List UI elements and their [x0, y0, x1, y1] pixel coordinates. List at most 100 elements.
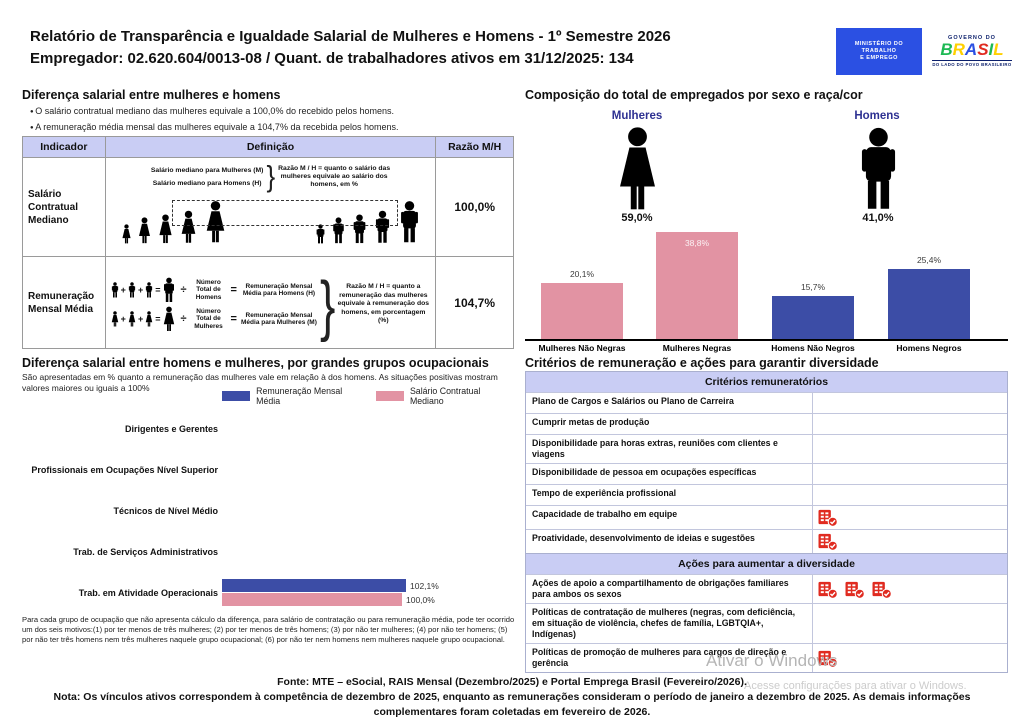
report-subtitle: Empregador: 02.620.604/0013-08 / Quant. …: [30, 50, 634, 67]
criteria-row: Plano de Cargos e Salários ou Plano de C…: [526, 392, 1007, 413]
composition-bar-chart: 20,1% 38,8% 15,7% 25,4%: [525, 228, 1008, 339]
paygap-heading: Diferença salarial entre mulheres e home…: [22, 88, 281, 102]
ministerio-trabalho-logo: MINISTÉRIO DO TRABALHO E EMPREGO: [836, 28, 922, 75]
note-line: Nota: Os vínculos ativos correspondem à …: [53, 691, 971, 718]
occupations-heading: Diferença salarial entre homens e mulher…: [22, 356, 489, 370]
criterion-marks: [812, 414, 1007, 434]
bar-Homens Não Negros: [772, 296, 854, 339]
woman-icon: [136, 217, 153, 244]
criterion-marks: [812, 530, 1007, 553]
occupations-bar-chart: Dirigentes e Gerentes Profissionais em Oc…: [22, 408, 514, 613]
report-title: Relatório de Transparência e Igualdade S…: [30, 28, 671, 45]
women-label: Mulheres: [611, 110, 663, 122]
source-line: Fonte: MTE – eSocial, RAIS Mensal (Dezem…: [277, 676, 747, 688]
occupation-label: Trab. em Atividade Operacionais: [78, 587, 218, 598]
table-row-remuneracao-media: Remuneração Mensal Média + + = ÷ Número To…: [23, 256, 513, 348]
man-icon: [110, 282, 120, 298]
paygap-bullets: O salário contratual mediano das mulhere…: [30, 104, 510, 136]
criteria-row: Disponibilidade de pessoa em ocupações e…: [526, 463, 1007, 484]
actions-section-header: Ações para aumentar a diversidade: [526, 553, 1007, 574]
action-row: Políticas de contratação de mulheres (ne…: [526, 603, 1007, 643]
bar-value-label: 25,4%: [916, 255, 942, 265]
woman-icon: [120, 224, 133, 244]
brace-icon: }: [266, 158, 276, 194]
composition-heading: Composição do total de empregados por se…: [525, 88, 863, 102]
criterion-marks: [812, 393, 1007, 413]
occupations-footnote: Para cada grupo de ocupação que não apre…: [22, 615, 515, 644]
men-pictogram-icon: [852, 126, 905, 212]
category-label: Mulheres Não Negras: [538, 343, 626, 353]
legend-swatch-blue: [222, 391, 251, 401]
occupation-row: Técnicos de Nível Médio: [22, 490, 514, 531]
criteria-row: Capacidade de trabalho em equipe: [526, 505, 1007, 529]
median-dashed-box: [171, 200, 398, 226]
occupations-subtitle: São apresentadas em % quanto a remuneraç…: [22, 372, 498, 393]
bar-value-label: 38,8%: [684, 238, 710, 248]
bar-value-label: 20,1%: [569, 269, 595, 279]
woman-icon: [127, 311, 137, 327]
criteria-row: Cumprir metas de produção: [526, 413, 1007, 434]
woman-icon: [161, 306, 177, 332]
men-average-formula: + + = ÷ Número Total de Homens = Remuneraç…: [110, 277, 318, 303]
bullet-item: O salário contratual mediano das mulhere…: [30, 104, 510, 120]
men-label: Homens: [854, 110, 900, 122]
action-marks: [812, 575, 1007, 603]
company-check-icon: [817, 532, 839, 551]
occupation-row: Dirigentes e Gerentes: [22, 408, 514, 449]
bullet-item: A remuneração média mensal das mulheres …: [30, 120, 510, 136]
table-row-salario-mediano: Salário Contratual Mediano Salário media…: [23, 157, 513, 256]
company-check-icon: [871, 580, 893, 599]
legend-swatch-pink: [375, 391, 404, 401]
bar-value-label: 15,7%: [800, 282, 826, 292]
occupation-row: Trab. de Serviços Administrativos: [22, 531, 514, 572]
action-row: Políticas de promoção de mulheres para c…: [526, 643, 1007, 672]
report-header: Relatório de Transparência e Igualdade S…: [30, 26, 810, 70]
ratio-value: 104,7%: [435, 257, 513, 348]
company-check-icon: [844, 580, 866, 599]
man-icon: [314, 224, 327, 244]
chart-legend: Remuneração Mensal Média Salário Contrat…: [222, 386, 518, 406]
criteria-row: Proatividade, desenvolvimento de ideias …: [526, 529, 1007, 553]
composition-category-labels: Mulheres Não Negras Mulheres Negras Homens…: [525, 343, 1008, 357]
company-check-icon: [817, 580, 839, 599]
indicator-table: Indicador Definição Razão M/H Salário Co…: [22, 136, 514, 349]
action-marks: [812, 644, 1007, 672]
occupation-label: Técnicos de Nível Médio: [113, 505, 218, 516]
action-row: Ações de apoio a compartilhamento de obr…: [526, 574, 1007, 603]
bar-value-label: 102,1%: [410, 580, 439, 591]
woman-icon: [144, 311, 154, 327]
bar-value-label: 100,0%: [406, 594, 435, 605]
criterion-marks: [812, 464, 1007, 484]
occupation-label: Trab. de Serviços Administrativos: [73, 546, 218, 557]
criteria-row: Disponibilidade para horas extras, reuni…: [526, 434, 1007, 463]
governo-brasil-logo: GOVERNO DO BRASIL DO LADO DO POVO BRASIL…: [928, 23, 1016, 78]
category-label: Homens Negros: [896, 343, 962, 353]
company-check-icon: [817, 508, 839, 527]
bar-Salário Contratual Mediano: [222, 593, 402, 606]
category-label: Mulheres Negras: [662, 343, 732, 353]
occupation-label: Profissionais em Ocupações Nível Superio…: [31, 464, 218, 475]
bar-Homens Negros: [888, 269, 970, 339]
occupation-label: Dirigentes e Gerentes: [124, 423, 218, 434]
ratio-value: 100,0%: [435, 158, 513, 256]
criterion-marks: [812, 485, 1007, 505]
bar-Remuneração Mensal Média: [222, 579, 406, 592]
action-marks: [812, 604, 1007, 643]
windows-activation-watermark-sub: Acesse configurações para ativar o Windo…: [744, 680, 967, 692]
occupation-row: Profissionais em Ocupações Nível Superio…: [22, 449, 514, 490]
women-pictogram-icon: [610, 126, 665, 212]
criterion-marks: [812, 435, 1007, 463]
diversity-heading: Critérios de remuneração e ações para ga…: [525, 356, 879, 370]
population-pictogram: [120, 194, 424, 244]
brasil-wordmark: BRASIL: [940, 39, 1004, 59]
man-icon: [396, 200, 423, 244]
women-average-formula: + + = ÷ Número Total de Mulheres = Remuner…: [110, 306, 318, 332]
windows-activation-watermark: Ativar o Windows: [706, 651, 838, 670]
bar-Mulheres Negras: [656, 232, 738, 339]
indicator-table-header: Indicador Definição Razão M/H: [23, 137, 513, 157]
man-icon: [161, 277, 177, 303]
bar-Mulheres Não Negras: [541, 283, 623, 339]
occupation-row: Trab. em Atividade Operacionais 102,1% 100…: [22, 572, 514, 613]
man-icon: [127, 282, 137, 298]
